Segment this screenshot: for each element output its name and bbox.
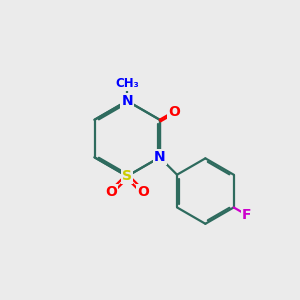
Text: N: N	[121, 94, 133, 108]
Text: CH₃: CH₃	[115, 77, 139, 90]
Text: O: O	[137, 185, 149, 199]
Text: N: N	[154, 150, 166, 164]
Text: S: S	[122, 169, 132, 183]
Text: O: O	[106, 185, 117, 199]
Text: F: F	[242, 208, 251, 222]
Text: O: O	[168, 105, 180, 118]
